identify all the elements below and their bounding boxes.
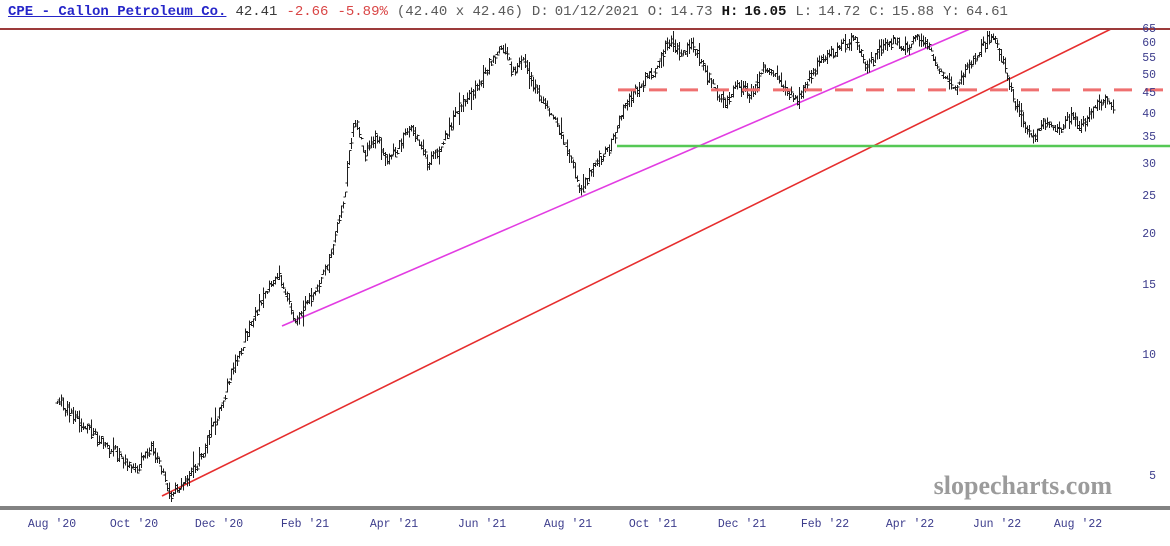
x-axis-label: Jun '22: [972, 518, 1022, 531]
y-axis-label: 60: [1142, 36, 1156, 50]
y-axis-label: 45: [1142, 87, 1156, 101]
watermark-logo: slopecharts.com: [933, 471, 1112, 500]
y-axis-label: 65: [1142, 22, 1156, 36]
crosshair-date-label: D:: [531, 4, 549, 20]
high-value: 16.05: [744, 4, 787, 20]
x-axis-baseline: [0, 506, 1170, 510]
x-axis-label: Feb '22: [800, 518, 850, 531]
ticker-link[interactable]: CPE - Callon Petroleum Co.: [8, 4, 227, 20]
open-value: 14.73: [670, 4, 713, 20]
low-value: 14.72: [818, 4, 861, 20]
trendline-magenta: [281, 28, 971, 327]
y-axis-label: 40: [1142, 107, 1156, 121]
x-axis-label: Oct '21: [628, 518, 678, 531]
close-value: 15.88: [892, 4, 935, 20]
y-axis-label: 35: [1142, 130, 1156, 144]
y-axis-label: 55: [1142, 52, 1156, 66]
x-axis-label: Aug '21: [543, 518, 593, 531]
x-axis-label: Jun '21: [457, 518, 507, 531]
crosshair-date: 01/12/2021: [554, 4, 639, 20]
y-axis-label: 30: [1142, 157, 1156, 171]
year-high-value: 64.61: [965, 4, 1008, 20]
y-axis-label: 5: [1149, 470, 1156, 483]
x-axis-label: Dec '21: [717, 518, 767, 531]
x-axis-label: Apr '21: [369, 518, 419, 531]
y-axis-label: 20: [1142, 228, 1156, 242]
last-price: 42.41: [235, 4, 278, 20]
year-high-label: Y:: [943, 4, 960, 20]
ohlc-bars: [55, 31, 1116, 502]
x-axis-label: Apr '22: [885, 518, 935, 531]
y-axis-label: 25: [1142, 189, 1156, 203]
price-change: -2.66: [286, 4, 329, 20]
close-label: C:: [869, 4, 887, 20]
x-axis-label: Aug '20: [27, 518, 77, 531]
x-axis-label: Oct '20: [109, 518, 159, 531]
open-label: O:: [647, 4, 665, 20]
price-change-pct: -5.89%: [337, 4, 388, 20]
y-axis-label: 50: [1142, 68, 1156, 82]
y-axis-label: 15: [1142, 278, 1156, 292]
quote-header: CPE - Callon Petroleum Co. 42.41 -2.66 -5.8…: [8, 3, 1008, 21]
low-label: L:: [795, 4, 813, 20]
high-label: H:: [721, 4, 739, 20]
x-axis-label: Aug '22: [1053, 518, 1103, 531]
x-axis-label: Dec '20: [194, 518, 244, 531]
y-axis-label: 10: [1142, 349, 1156, 363]
bid-ask-quote: (42.40 x 42.46): [396, 4, 523, 20]
trendline-red: [161, 28, 1112, 497]
x-axis-label: Feb '21: [280, 518, 330, 531]
